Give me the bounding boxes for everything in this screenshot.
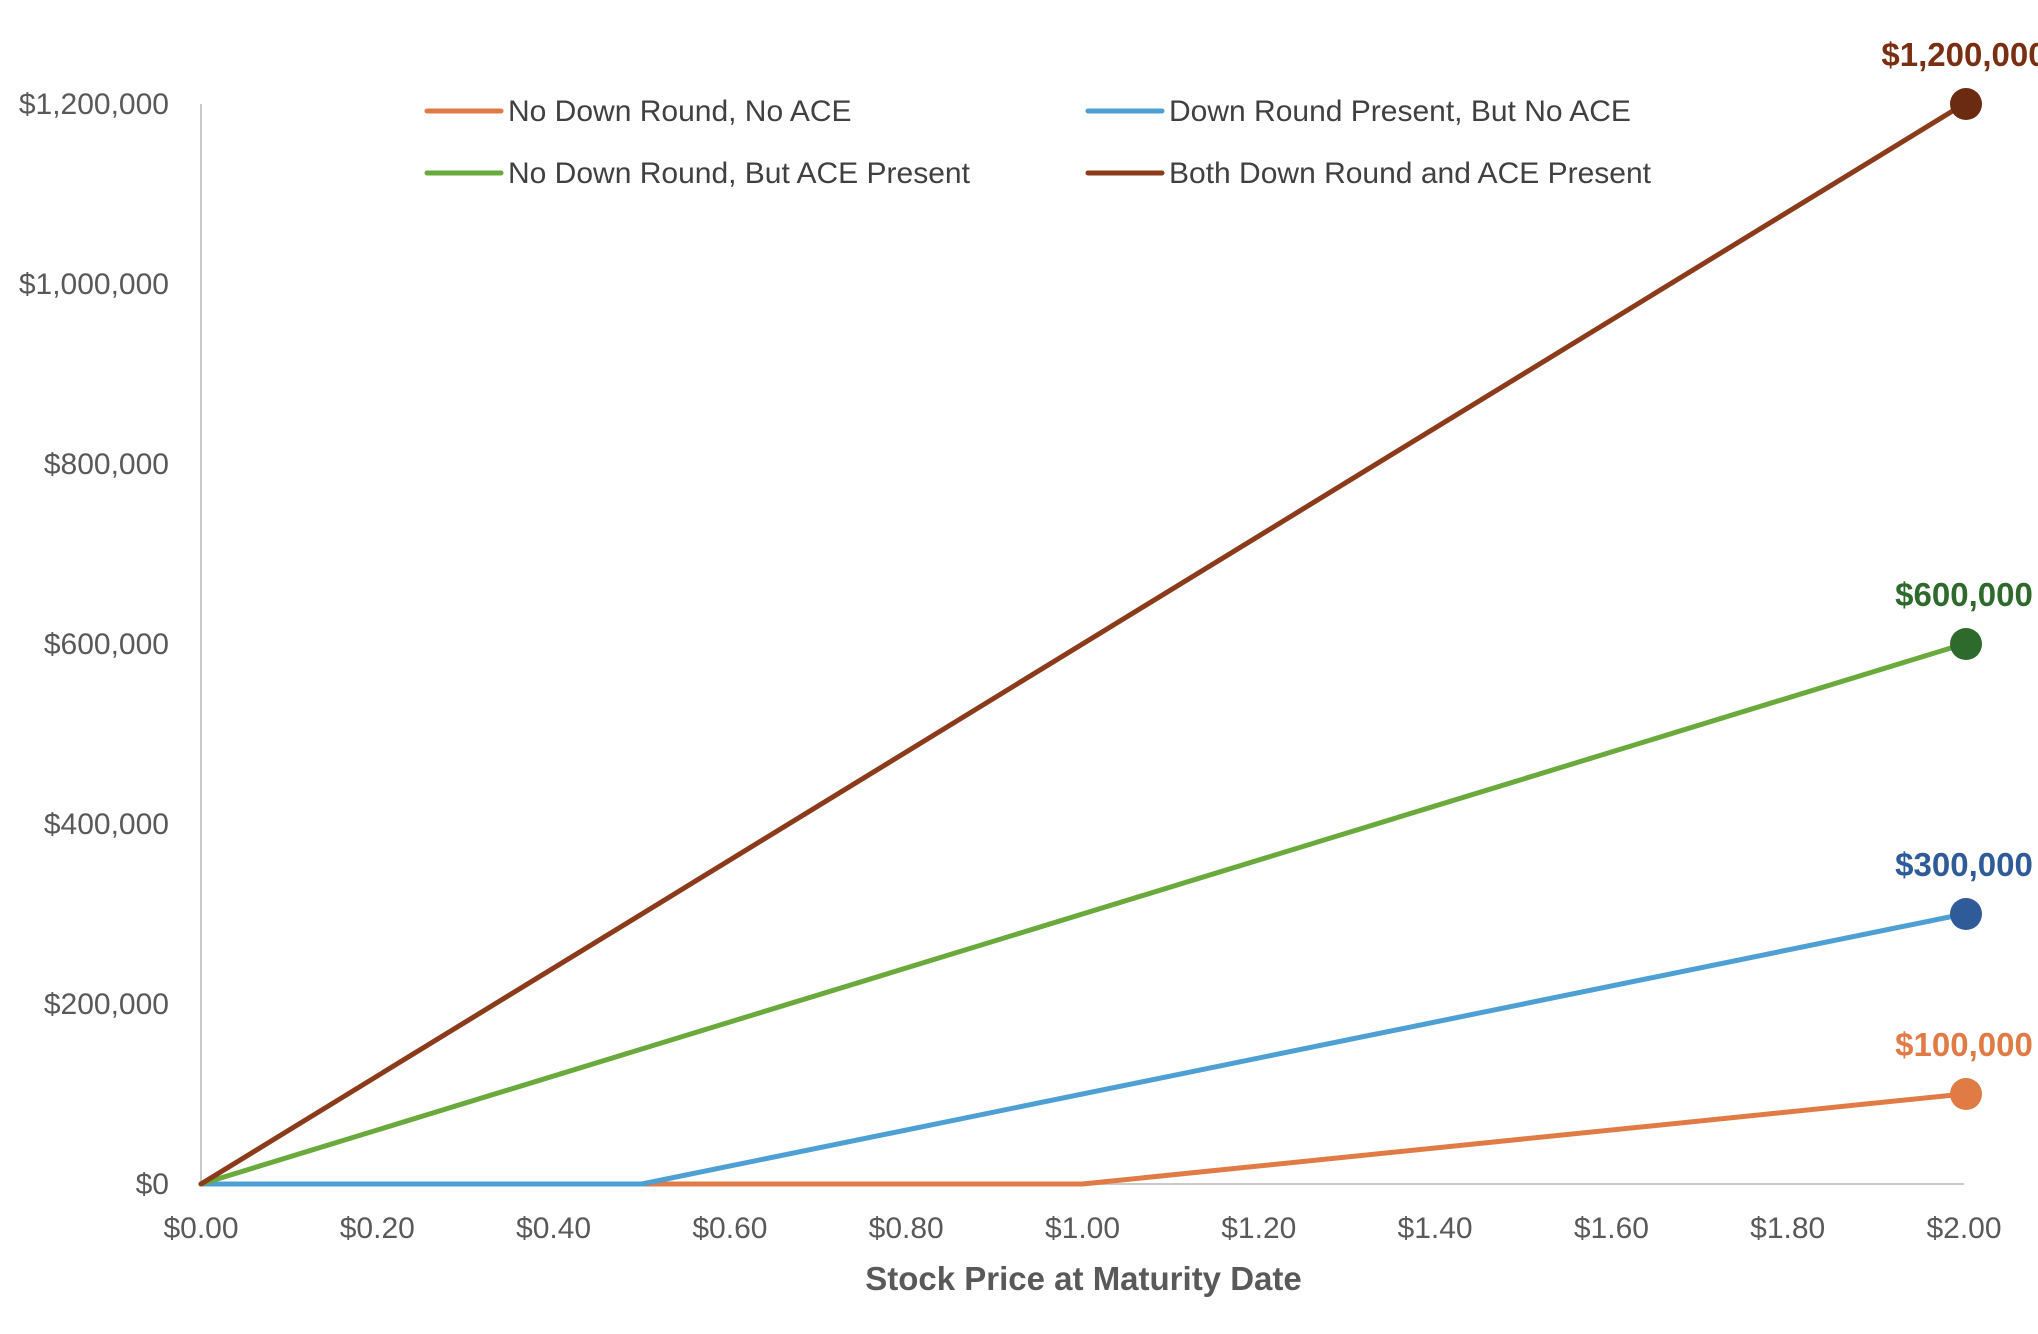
series-lines [198,101,1967,1187]
x-tick-label: $1.80 [1750,1212,1825,1245]
legend-label: Down Round Present, But No ACE [1169,95,1631,128]
x-tick-label: $1.00 [1045,1212,1120,1245]
y-tick-label: $1,200,000 [19,88,169,121]
x-tick-label: $1.40 [1398,1212,1473,1245]
legend-item: Both Down Round and ACE Present [1085,157,1652,190]
series-end-label: $600,000 [1895,576,2033,613]
series-end-marker [1950,1078,1982,1110]
series-end-label: $1,200,000 [1881,36,2038,73]
x-tick-labels: $0.00 $0.20 $0.40 $0.60 $0.80 $1.00 $1.20 $1.40… [163,1212,2001,1245]
y-tick-label: $600,000 [44,628,169,661]
series-line [198,101,1967,1187]
series-end-marker [1950,898,1982,930]
series-line [198,641,1967,1187]
y-tick-label: $1,000,000 [19,268,169,301]
series-line [198,1091,1967,1187]
x-tick-label: $2.00 [1926,1212,2001,1245]
x-tick-label: $1.60 [1574,1212,1649,1245]
end-labels: $100,000 $300,000 $600,000 $1,200,000 [1881,36,2038,1063]
x-tick-label: $0.60 [692,1212,767,1245]
series-end-marker [1950,628,1982,660]
y-tick-labels: $0 $200,000 $400,000 $600,000 $800,000 $1,000… [19,88,169,1201]
end-markers [1950,88,1982,1110]
series-end-marker [1950,88,1982,120]
x-tick-label: $0.80 [869,1212,944,1245]
series-line [198,911,1967,1187]
y-tick-label: $800,000 [44,448,169,481]
y-tick-label: $0 [136,1168,169,1201]
legend-label: No Down Round, But ACE Present [508,157,971,190]
legend: No Down Round, No ACE Down Round Present,… [424,95,1652,190]
legend-item: Down Round Present, But No ACE [1085,95,1631,128]
legend-item: No Down Round, But ACE Present [424,157,971,190]
x-tick-label: $0.40 [516,1212,591,1245]
legend-item: No Down Round, No ACE [424,95,852,128]
legend-label: Both Down Round and ACE Present [1169,157,1652,190]
axes: $0 $200,000 $400,000 $600,000 $800,000 $1,000… [19,88,2002,1297]
x-tick-label: $0.20 [340,1212,415,1245]
legend-label: No Down Round, No ACE [508,95,852,128]
series-end-label: $100,000 [1895,1026,2033,1063]
y-tick-label: $200,000 [44,988,169,1021]
x-tick-label: $1.20 [1221,1212,1296,1245]
x-tick-label: $0.00 [163,1212,238,1245]
series-end-label: $300,000 [1895,846,2033,883]
y-tick-label: $400,000 [44,808,169,841]
x-axis-title: Stock Price at Maturity Date [865,1260,1301,1297]
